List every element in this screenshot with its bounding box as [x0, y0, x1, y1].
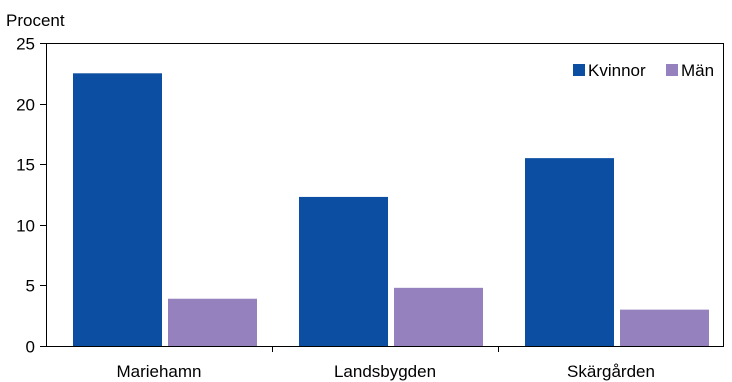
y-tick-label: 15	[16, 156, 35, 175]
bar-m-n-2	[620, 309, 709, 346]
bar-kvinnor-1	[299, 196, 388, 346]
y-tick-label: 5	[26, 277, 35, 296]
x-category-label: Landsbygden	[334, 362, 436, 381]
bar-m-n-0	[168, 298, 257, 346]
legend-label: Män	[681, 61, 714, 80]
legend-label: Kvinnor	[588, 61, 646, 80]
x-category-label: Mariehamn	[116, 362, 201, 381]
bar-kvinnor-2	[525, 158, 614, 346]
x-axis: Mariehamn Landsbygden Skärgården	[116, 346, 655, 381]
y-axis-title: Procent	[6, 11, 65, 30]
legend-swatch-m-n	[666, 64, 678, 76]
bar-m-n-1	[394, 287, 483, 346]
y-tick-label: 10	[16, 217, 35, 236]
y-tick-label: 25	[16, 35, 35, 54]
legend-swatch-kvinnor	[573, 64, 585, 76]
y-axis: 0 5 10 15 20 25	[16, 35, 46, 357]
x-category-label: Skärgården	[567, 362, 655, 381]
y-tick-label: 20	[16, 96, 35, 115]
bar-kvinnor-0	[73, 73, 162, 347]
legend: Kvinnor Män	[573, 61, 714, 80]
y-tick-label: 0	[26, 338, 35, 357]
bars	[73, 73, 709, 347]
